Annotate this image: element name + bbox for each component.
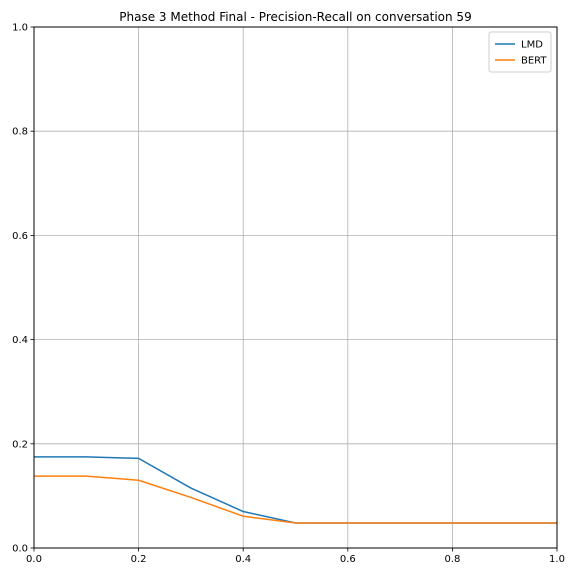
x-tick-label: 0.2 [131, 554, 147, 565]
y-axis: 0.0 0.2 0.4 0.6 0.8 1.0 [12, 23, 34, 555]
x-tick-label: 0.4 [235, 554, 251, 565]
series-lines [34, 456, 557, 524]
legend-label-bert: BERT [521, 56, 547, 67]
y-tick-label: 0.4 [12, 335, 28, 346]
legend: LMD BERT [488, 31, 552, 73]
y-tick-label: 1.0 [12, 23, 28, 34]
y-tick-label: 0.2 [12, 439, 28, 450]
x-tick-label: 1.0 [549, 554, 565, 565]
legend-label-lmd: LMD [521, 40, 543, 51]
chart-title: Phase 3 Method Final - Precision-Recall … [119, 10, 471, 24]
series-line-bert [34, 475, 557, 524]
y-tick-label: 0.6 [12, 231, 28, 242]
x-tick-label: 0.8 [444, 554, 460, 565]
y-tick-label: 0.0 [12, 544, 28, 555]
legend-box [488, 31, 552, 73]
plot-frame [33, 26, 558, 549]
y-tick-label: 0.8 [12, 127, 28, 138]
x-tick-label: 0.6 [340, 554, 356, 565]
x-tick-label: 0.0 [26, 554, 42, 565]
x-axis: 0.0 0.2 0.4 0.6 0.8 1.0 [26, 548, 565, 565]
